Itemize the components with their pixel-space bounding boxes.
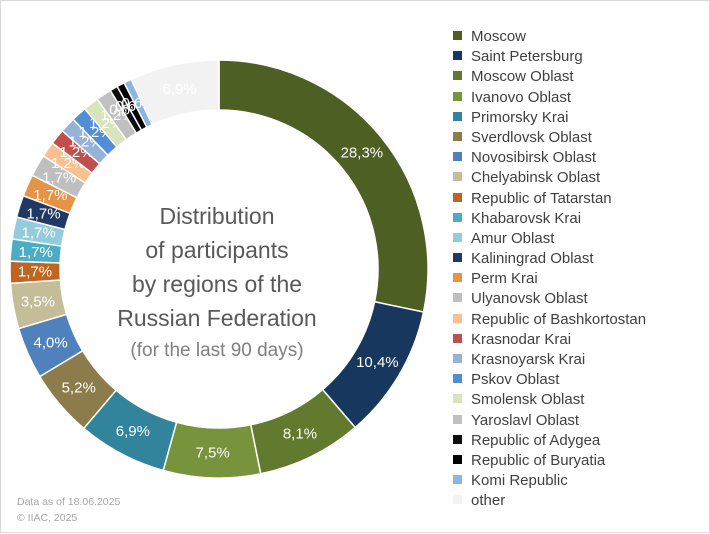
legend-item: Republic of Tatarstan [453, 189, 703, 209]
legend-label: Krasnoyarsk Krai [471, 351, 586, 368]
legend-item: Khabarovsk Krai [453, 209, 703, 229]
legend-item: Ulyanovsk Oblast [453, 289, 703, 309]
legend-swatch [453, 51, 462, 61]
legend-item: Moscow Oblast [453, 67, 703, 87]
legend-item: Komi Republic [453, 471, 703, 491]
legend-label: Republic of Tatarstan [471, 189, 612, 207]
legend-swatch [453, 354, 462, 363]
chart-subtitle: (for the last 90 days) [130, 340, 304, 361]
legend-swatch [453, 172, 462, 182]
legend-item: Chelyabinsk Oblast [453, 168, 703, 188]
legend-swatch [453, 71, 462, 81]
chart-title: Distribution of participants by regions … [97, 199, 337, 367]
copyright-note: © IIAC, 2025 [17, 512, 78, 524]
title-line-2: of participants [145, 237, 289, 263]
legend-label: Republic of Bashkortostan [471, 310, 647, 328]
legend-item: Republic of Bashkortostan [453, 310, 703, 330]
legend-label: Ivanovo Oblast [471, 88, 572, 106]
legend-swatch [453, 111, 462, 121]
legend-swatch [453, 454, 462, 464]
legend-item: Moscow [453, 27, 703, 47]
legend-item: Republic of Buryatia [453, 451, 703, 471]
legend-item: Smolensk Oblast [453, 390, 703, 410]
legend-label: Pskov Oblast [471, 371, 560, 389]
legend-swatch [453, 212, 462, 222]
legend-swatch [453, 131, 462, 141]
legend-item: Yaroslavl Oblast [453, 411, 703, 431]
legend-item: Novosibirsk Oblast [453, 148, 703, 168]
legend-swatch [453, 91, 462, 101]
legend-swatch [453, 273, 462, 283]
segment-label-8: 1,7% [18, 263, 52, 280]
title-line-4: Russian Federation [117, 305, 317, 331]
legend-item: Krasnodar Krai [453, 330, 703, 350]
segment-label-6: 4,0% [33, 335, 67, 352]
legend-swatch [453, 192, 462, 202]
legend-label: Republic of Adygea [471, 431, 601, 449]
legend-item: other [453, 491, 703, 511]
legend-item: Republic of Adygea [453, 431, 703, 451]
legend-item: Perm Krai [453, 269, 703, 289]
donut-chart: 28,3%10,4%8,1%7,5%6,9%5,2%4,0%3,5%1,7%1,… [9, 59, 429, 479]
legend-swatch [453, 394, 462, 404]
title-line-1: Distribution [159, 203, 275, 229]
legend-label: Primorsky Krai [471, 108, 569, 126]
legend-label: Yaroslavl Oblast [471, 411, 580, 429]
legend-label: Kaliningrad Oblast [471, 250, 594, 268]
legend-label: Komi Republic [471, 472, 568, 490]
legend-item: Saint Petersburg [453, 47, 703, 67]
legend-swatch [453, 293, 462, 303]
legend-label: Moscow [471, 28, 527, 45]
legend-item: Ivanovo Oblast [453, 88, 703, 108]
legend-item: Primorsky Krai [453, 108, 703, 128]
segment-label-2: 8,1% [283, 426, 317, 443]
legend-label: Chelyabinsk Oblast [471, 169, 601, 187]
legend-item: Kaliningrad Oblast [453, 249, 703, 269]
legend-swatch [453, 414, 462, 424]
date-note: Data as of 18.06.2025 [17, 496, 121, 508]
legend-label: Saint Petersburg [471, 48, 583, 66]
legend-swatch [453, 434, 462, 444]
segment-label-9: 1,7% [19, 244, 53, 261]
legend-swatch [453, 152, 462, 162]
legend-item: Sverdlovsk Oblast [453, 128, 703, 148]
segment-label-7: 3,5% [21, 293, 55, 310]
legend-swatch [453, 374, 462, 384]
legend-label: Amur Oblast [471, 229, 555, 247]
legend-item: Krasnoyarsk Krai [453, 350, 703, 370]
legend-item: Pskov Oblast [453, 370, 703, 390]
legend-swatch [453, 475, 462, 485]
segment-label-11: 1,7% [26, 205, 60, 222]
segment-label-12: 1,7% [33, 187, 67, 204]
legend-label: Novosibirsk Oblast [471, 149, 597, 167]
legend-swatch [453, 31, 462, 40]
legend-label: Sverdlovsk Oblast [471, 128, 592, 146]
legend-label: Khabarovsk Krai [471, 209, 582, 227]
segment-label-4: 6,9% [116, 423, 150, 440]
segment-label-10: 1,7% [21, 224, 55, 241]
legend: Moscow Saint Petersburg Moscow Oblast Ivano… [453, 27, 703, 512]
legend-label: Republic of Buryatia [471, 451, 606, 469]
segment-label-5: 5,2% [62, 380, 96, 397]
segment-label-1: 10,4% [356, 354, 399, 371]
legend-label: Krasnodar Krai [471, 330, 572, 348]
legend-swatch [453, 253, 462, 263]
legend-label: Perm Krai [471, 270, 538, 288]
legend-item: Amur Oblast [453, 229, 703, 249]
donut-segment-23 [130, 59, 220, 126]
legend-swatch [453, 495, 462, 505]
segment-label-3: 7,5% [196, 444, 230, 461]
legend-swatch [453, 333, 462, 343]
title-line-3: by regions of the [131, 271, 303, 297]
legend-label: other [471, 492, 506, 510]
legend-label: Smolensk Oblast [471, 391, 585, 409]
segment-label-23: 6,9% [162, 81, 196, 98]
segment-label-13: 1,7% [42, 169, 76, 186]
legend-label: Moscow Oblast [471, 68, 574, 86]
legend-swatch [453, 313, 462, 323]
legend-swatch [453, 232, 462, 242]
legend-label: Ulyanovsk Oblast [471, 290, 588, 308]
segment-label-0: 28,3% [341, 145, 384, 162]
